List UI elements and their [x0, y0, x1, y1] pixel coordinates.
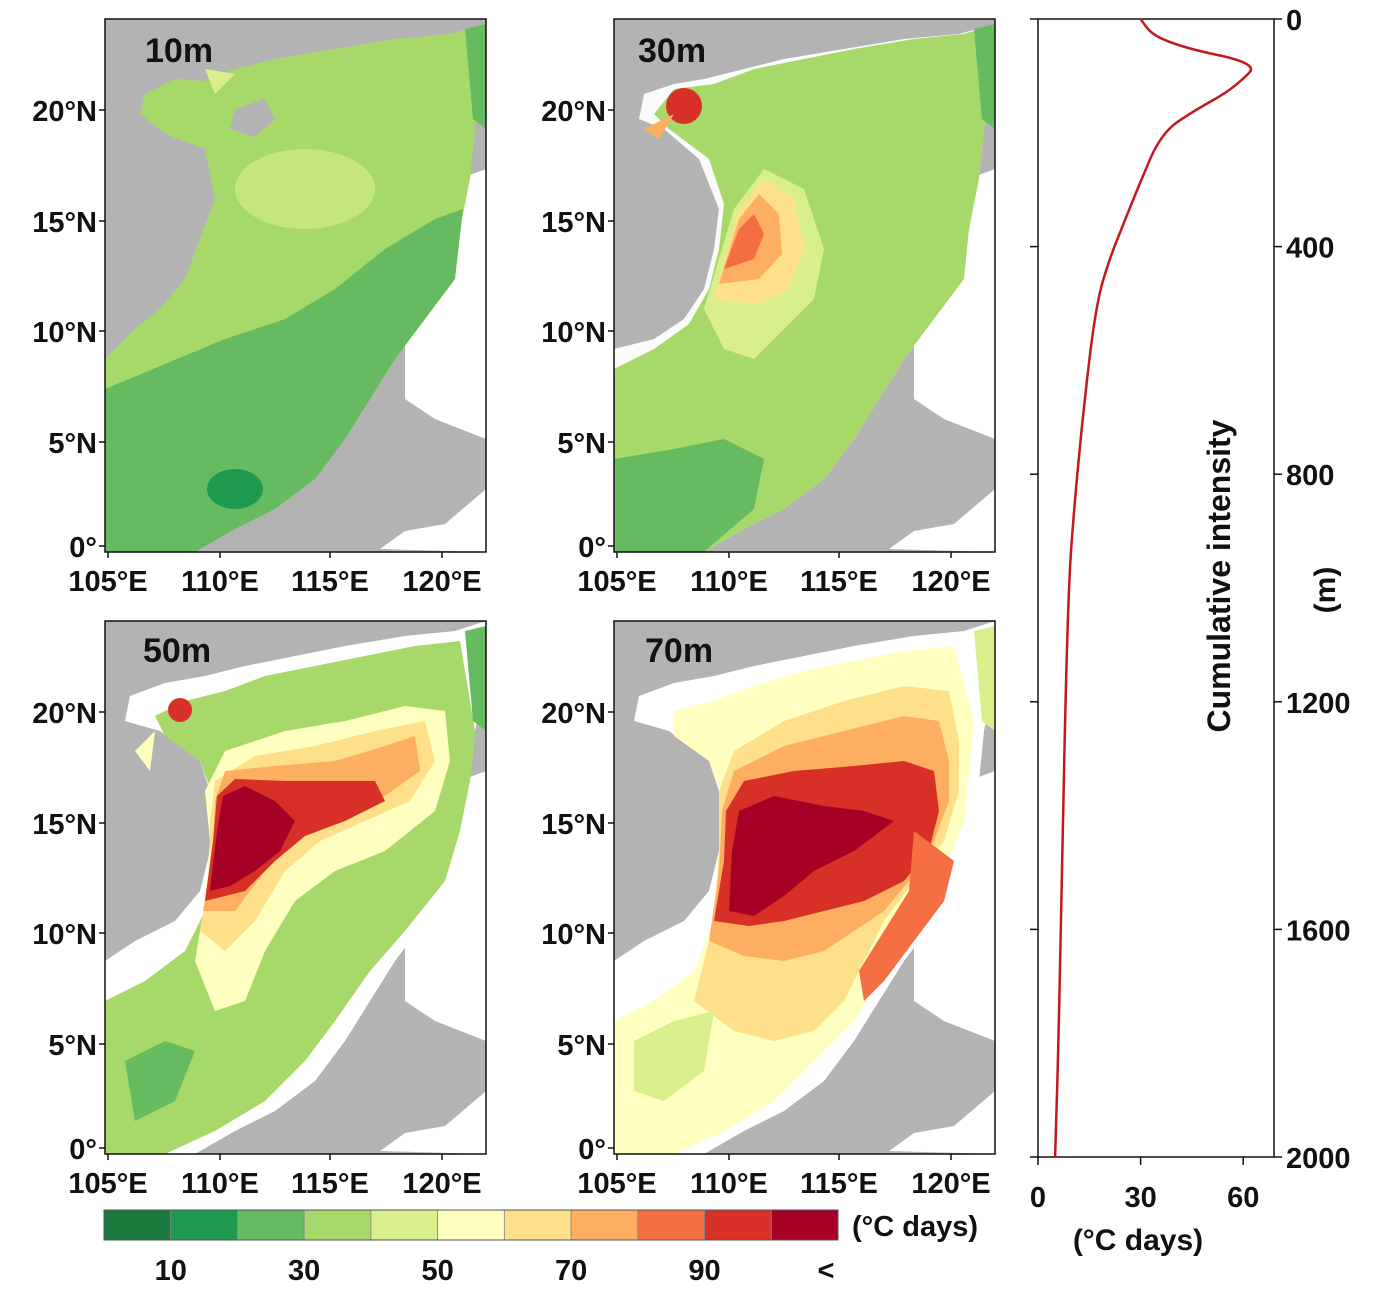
- lat-tick-label: 10°N: [541, 919, 606, 951]
- lat-tick-label: 5°N: [557, 428, 606, 460]
- lat-tick-label: 15°N: [32, 809, 97, 841]
- profile-y-tick-label: 2000: [1286, 1143, 1351, 1175]
- lon-tick-label: 115°E: [800, 1168, 878, 1200]
- colorbar-segment: [704, 1209, 772, 1241]
- lon-tick-label: 115°E: [291, 1168, 369, 1200]
- colorbar-segment: [103, 1209, 172, 1241]
- lon-tick-label: 120°E: [402, 566, 481, 598]
- lat-tick-label: 10°N: [32, 317, 97, 349]
- colorbar-tick-label: 90: [688, 1255, 720, 1287]
- lon-tick-label: 120°E: [911, 1168, 990, 1200]
- lat-tick-label: 10°N: [32, 919, 97, 951]
- colorbar-segment: [503, 1209, 572, 1241]
- depth-label: 70m: [645, 632, 713, 670]
- profile-plot-frame: [1037, 18, 1275, 1158]
- colorbar-tick-label: 10: [155, 1255, 187, 1287]
- colorbar: 10 30 50 70 90 <: [103, 1209, 839, 1287]
- map-panel-50m: 50m: [104, 620, 487, 1155]
- profile-series-label: Cumulative intensity: [1201, 419, 1237, 732]
- lat-tick-label: 5°N: [557, 1030, 606, 1062]
- lat-tick-label: 10°N: [541, 317, 606, 349]
- lon-tick-label: 105°E: [577, 566, 656, 598]
- lon-tick-label: 120°E: [911, 566, 990, 598]
- profile-x-tick-label: 0: [1030, 1182, 1046, 1214]
- colorbar-segment: [770, 1209, 839, 1241]
- colorbar-segment: [303, 1209, 372, 1241]
- lon-tick-label: 105°E: [68, 1168, 147, 1200]
- depth-label: 30m: [638, 32, 706, 70]
- profile-y-tick-label: 400: [1286, 233, 1334, 265]
- map-panel-10m: 10m: [104, 18, 487, 553]
- lon-tick-label: 115°E: [291, 566, 369, 598]
- colorbar-segment: [437, 1209, 505, 1241]
- lat-tick-label: 0°: [578, 1134, 606, 1166]
- lat-tick-label: 0°: [69, 1134, 97, 1166]
- map-panel-30m: 30m: [613, 18, 996, 553]
- depth-label: 50m: [143, 632, 211, 670]
- profile-xlabel: (°C days): [1073, 1224, 1203, 1257]
- map-panel-70m: 70m: [613, 620, 996, 1155]
- lon-tick-label: 105°E: [68, 566, 147, 598]
- profile-line: [1053, 18, 1253, 1158]
- profile-chart: 0 400 800 1200 1600 2000 0 30 60 (°C days) Cumul…: [1030, 5, 1351, 1257]
- profile-ylabel: (m): [1309, 567, 1342, 614]
- colorbar-tick-label: 70: [555, 1255, 587, 1287]
- lat-tick-label: 0°: [69, 532, 97, 564]
- lat-tick-label: 0°: [578, 532, 606, 564]
- colorbar-segment: [370, 1209, 439, 1241]
- profile-y-tick-label: 1600: [1286, 915, 1351, 947]
- colorbar-segment: [237, 1209, 305, 1241]
- colorbar-unit: (°C days): [852, 1211, 978, 1243]
- lat-tick-label: 20°N: [541, 698, 606, 730]
- lon-tick-label: 120°E: [402, 1168, 481, 1200]
- lat-tick-label: 15°N: [541, 809, 606, 841]
- lon-tick-label: 110°E: [690, 1168, 768, 1200]
- lat-tick-label: 5°N: [48, 428, 97, 460]
- lat-tick-label: 15°N: [541, 207, 606, 239]
- colorbar-segment: [170, 1209, 238, 1241]
- colorbar-segment: [637, 1209, 705, 1241]
- depth-label: 10m: [145, 32, 213, 70]
- colorbar-tick-label: <: [818, 1255, 835, 1287]
- map-axes: 20°N15°N10°N5°N0°105°E 110°E 115°E 120°E20°…: [32, 96, 990, 1200]
- colorbar-tick-label: 30: [288, 1255, 320, 1287]
- lat-tick-label: 20°N: [32, 698, 97, 730]
- lon-tick-label: 110°E: [690, 566, 768, 598]
- lat-tick-label: 20°N: [541, 96, 606, 128]
- profile-y-tick-label: 800: [1286, 460, 1334, 492]
- lon-tick-label: 105°E: [577, 1168, 656, 1200]
- profile-x-tick-label: 30: [1124, 1182, 1156, 1214]
- profile-axes: 0 400 800 1200 1600 2000 0 30 60: [1030, 5, 1351, 1214]
- colorbar-segment: [570, 1209, 639, 1241]
- lat-tick-label: 15°N: [32, 207, 97, 239]
- lon-tick-label: 115°E: [800, 566, 878, 598]
- lat-tick-label: 20°N: [32, 96, 97, 128]
- colorbar-tick-label: 50: [422, 1255, 454, 1287]
- colorbar-frame: [103, 1209, 839, 1241]
- lon-tick-label: 110°E: [181, 566, 259, 598]
- profile-y-tick-label: 0: [1286, 5, 1302, 37]
- lon-tick-label: 110°E: [181, 1168, 259, 1200]
- lat-tick-label: 5°N: [48, 1030, 97, 1062]
- profile-x-tick-label: 60: [1227, 1182, 1259, 1214]
- profile-y-tick-label: 1200: [1286, 688, 1351, 720]
